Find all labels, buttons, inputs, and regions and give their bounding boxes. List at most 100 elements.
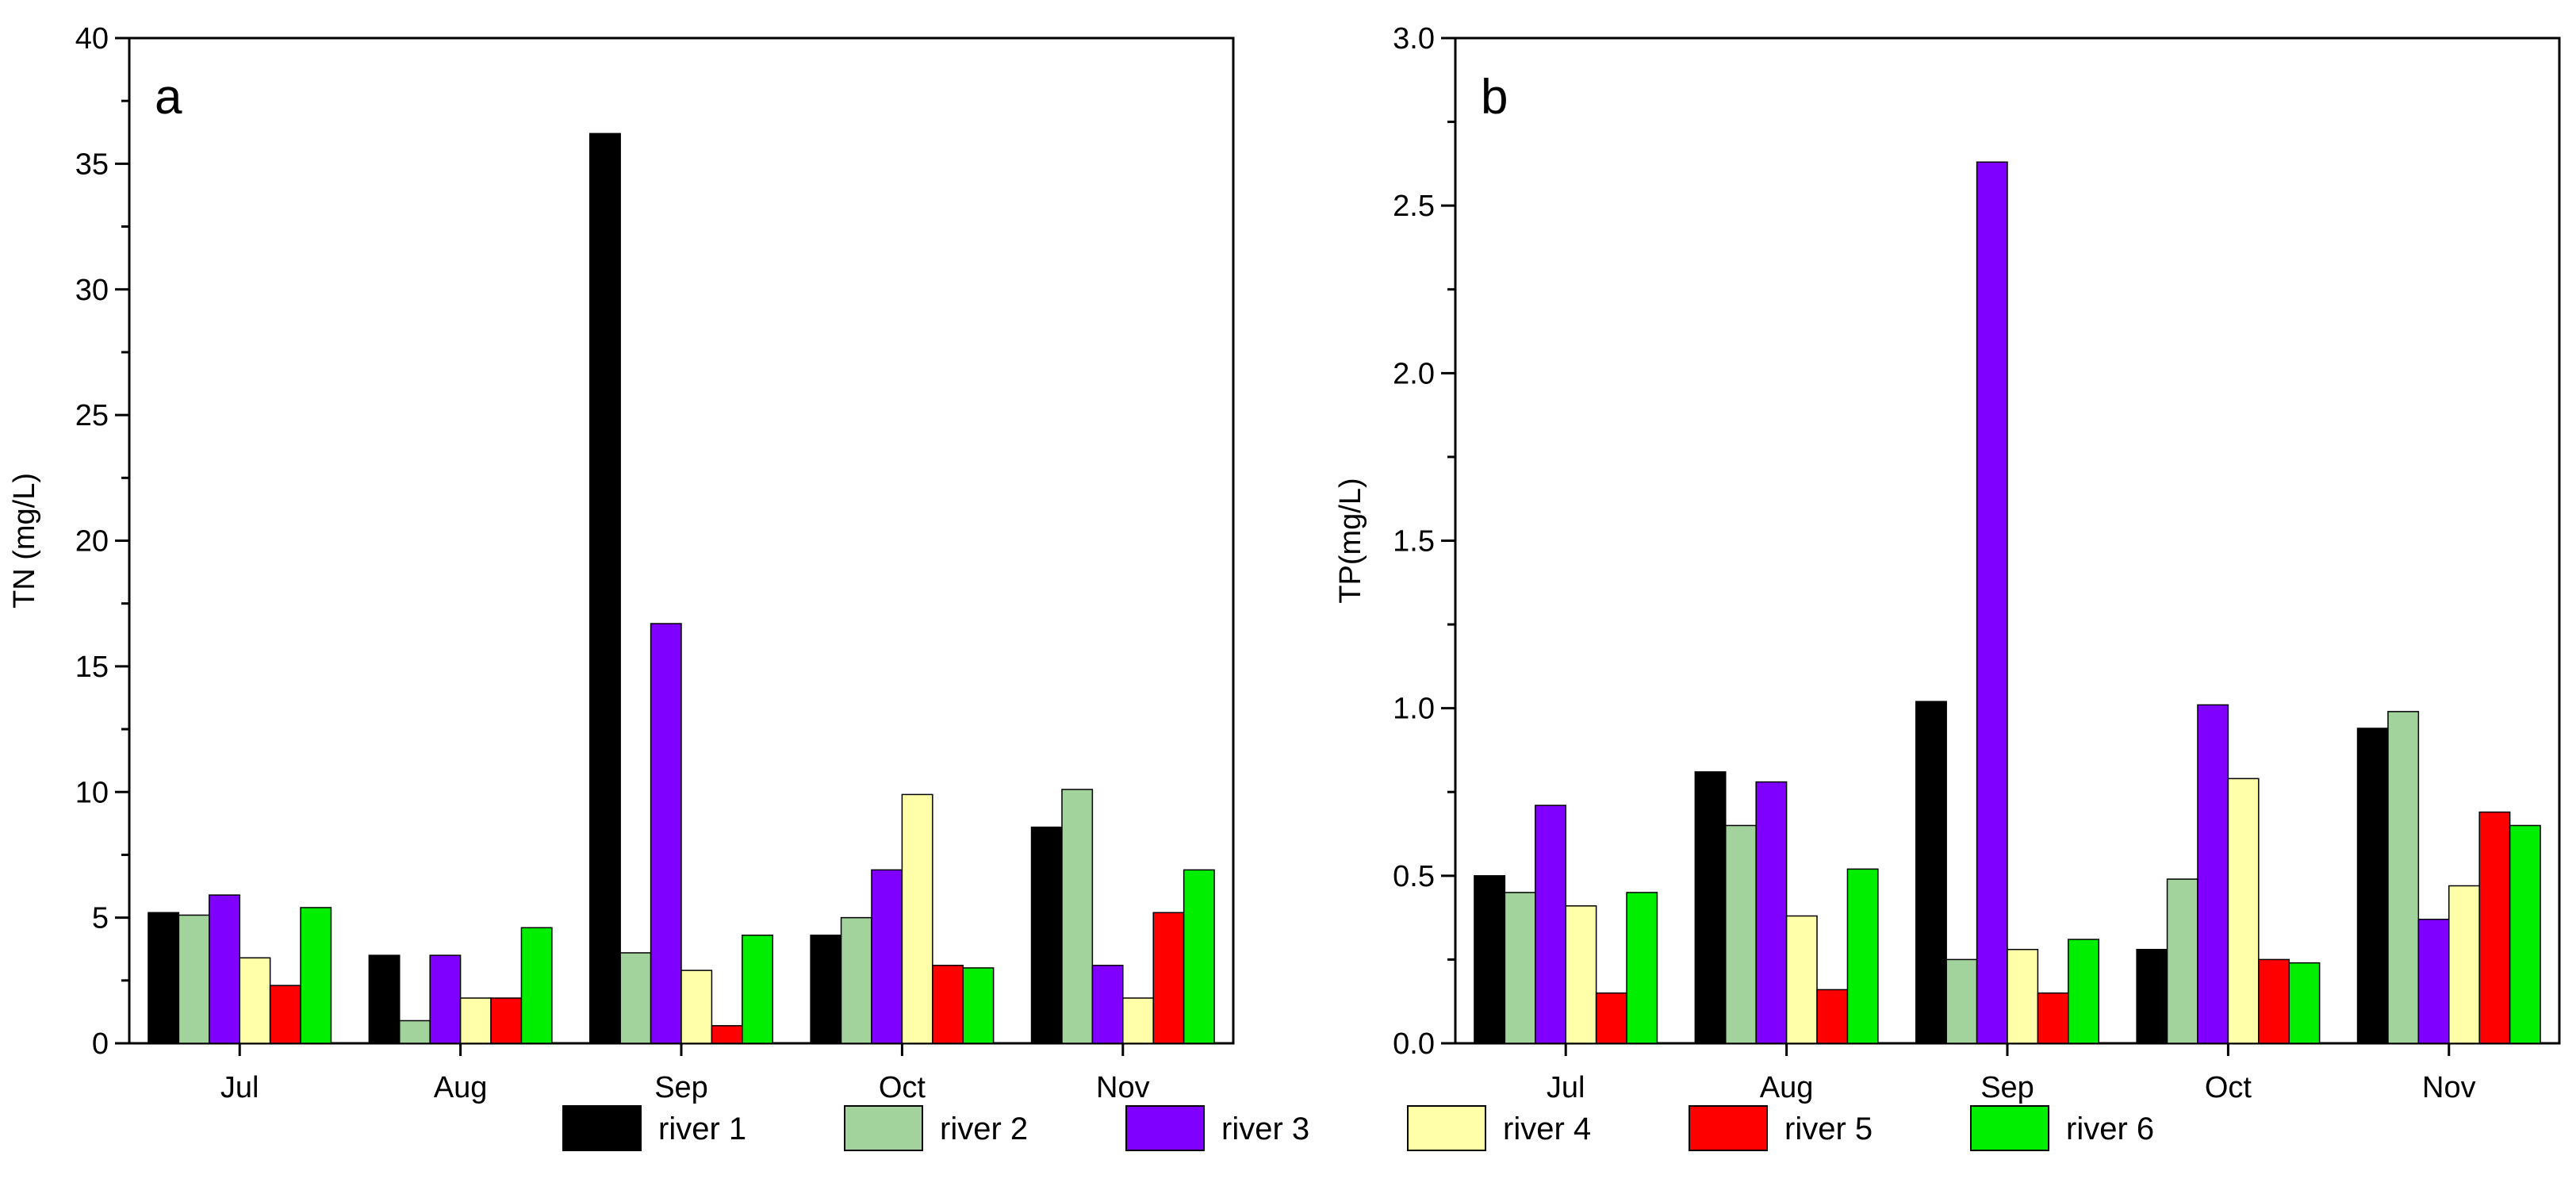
bar-river-1-jul bbox=[148, 912, 180, 1044]
legend-label-river-6: river 6 bbox=[2066, 1112, 2154, 1146]
x-tick-label: Sep bbox=[654, 1071, 708, 1104]
bar-river-2-aug bbox=[399, 1019, 431, 1044]
y-axis-title: TP(mg/L) bbox=[1334, 478, 1367, 603]
bar-river-3-nov bbox=[2417, 918, 2450, 1044]
y-tick-label: 1.0 bbox=[1393, 693, 1435, 726]
bar-river-1-sep bbox=[588, 132, 621, 1044]
bar-river-3-oct bbox=[2197, 704, 2229, 1044]
y-tick-label: 25 bbox=[75, 399, 109, 432]
bar-river-2-sep bbox=[1945, 958, 1978, 1044]
x-tick-label: Sep bbox=[1980, 1071, 2034, 1104]
bar-river-4-oct bbox=[901, 793, 933, 1044]
y-tick-label: 35 bbox=[75, 148, 109, 181]
bar-river-4-nov bbox=[1122, 997, 1154, 1044]
bar-river-6-sep bbox=[2068, 939, 2100, 1044]
bar-river-4-jul bbox=[1565, 905, 1597, 1044]
bar-river-4-nov bbox=[2448, 885, 2480, 1044]
legend: river 1 river 2 river 3 river 4 river 5 river… bbox=[562, 1105, 2154, 1151]
bar-river-6-oct bbox=[2288, 962, 2321, 1044]
panel-label: b bbox=[1481, 70, 1508, 125]
legend-swatch-river-6 bbox=[1970, 1105, 2049, 1151]
bar-river-1-sep bbox=[1915, 701, 1947, 1044]
panel-a-tn-chart: 0 5 10 15 20 25 30 35 40 TN (mg/L) a Jul Aug Sep Oct No… bbox=[8, 22, 1235, 1104]
y-tick-label: 40 bbox=[75, 22, 109, 56]
bar-river-3-jul bbox=[1535, 804, 1566, 1044]
y-tick-label: 15 bbox=[75, 651, 109, 684]
bar-river-6-jul bbox=[300, 907, 332, 1044]
bar-river-1-aug bbox=[1694, 771, 1727, 1044]
panel-b-tp-chart: 0.0 0.5 1.0 1.5 2.0 2.5 3.0 TP(mg/L) b Jul Aug Sep O… bbox=[1334, 22, 2561, 1104]
bar-river-4-aug bbox=[459, 997, 492, 1044]
bar-river-5-nov bbox=[2478, 811, 2511, 1044]
legend-swatch-river-4 bbox=[1407, 1105, 1486, 1151]
bar-river-1-nov bbox=[2356, 728, 2389, 1044]
legend-label-river-1: river 1 bbox=[658, 1112, 746, 1146]
bar-river-5-aug bbox=[490, 997, 523, 1044]
bar-river-1-nov bbox=[1030, 826, 1063, 1044]
y-tick-label: 10 bbox=[75, 776, 109, 809]
bar-river-6-oct bbox=[962, 967, 995, 1044]
bar-river-4-aug bbox=[1785, 915, 1818, 1044]
bar-river-2-sep bbox=[619, 952, 652, 1044]
legend-swatch-river-5 bbox=[1689, 1105, 1768, 1151]
legend-swatch-river-2 bbox=[844, 1105, 923, 1151]
bar-river-2-nov bbox=[2387, 711, 2420, 1044]
y-axis-title: TN (mg/L) bbox=[8, 473, 41, 609]
bar-river-5-jul bbox=[1595, 992, 1627, 1044]
bar-river-3-nov bbox=[1091, 965, 1124, 1044]
bar-river-6-sep bbox=[742, 935, 774, 1044]
y-tick-label: 0.5 bbox=[1393, 860, 1435, 893]
bar-river-2-oct bbox=[840, 916, 872, 1044]
x-tick-label: Aug bbox=[1760, 1071, 1814, 1104]
bar-river-2-jul bbox=[178, 914, 210, 1044]
bar-river-5-oct bbox=[2258, 958, 2290, 1044]
y-tick-label: 30 bbox=[75, 274, 109, 307]
legend-label-river-5: river 5 bbox=[1784, 1112, 1873, 1146]
bar-river-5-sep bbox=[711, 1025, 743, 1044]
bar-river-1-oct bbox=[810, 935, 842, 1044]
bar-river-1-aug bbox=[368, 954, 401, 1044]
y-tick-label: 20 bbox=[75, 525, 109, 559]
x-tick-label: Oct bbox=[879, 1071, 926, 1104]
bar-river-4-oct bbox=[2227, 778, 2260, 1044]
bar-river-1-jul bbox=[1474, 875, 1506, 1044]
bar-river-2-jul bbox=[1504, 892, 1536, 1044]
y-tick-label: 0 bbox=[92, 1027, 109, 1061]
bar-river-5-oct bbox=[932, 965, 964, 1044]
bar-river-2-oct bbox=[2166, 878, 2198, 1044]
bar-river-2-nov bbox=[1061, 789, 1094, 1044]
bar-river-6-aug bbox=[1846, 868, 1879, 1044]
bar-river-6-nov bbox=[2509, 824, 2541, 1044]
x-tick-label: Jul bbox=[1547, 1071, 1585, 1104]
bar-river-3-oct bbox=[871, 869, 903, 1044]
y-tick-label: 0.0 bbox=[1393, 1027, 1435, 1061]
x-tick-label: Aug bbox=[434, 1071, 488, 1104]
x-tick-label: Nov bbox=[2422, 1071, 2476, 1104]
y-tick-label: 5 bbox=[92, 902, 109, 935]
x-tick-label: Oct bbox=[2205, 1071, 2252, 1104]
x-tick-label: Jul bbox=[220, 1071, 259, 1104]
bar-river-6-nov bbox=[1183, 869, 1215, 1044]
legend-label-river-3: river 3 bbox=[1221, 1112, 1309, 1146]
bar-river-5-nov bbox=[1152, 912, 1185, 1044]
legend-label-river-2: river 2 bbox=[940, 1112, 1028, 1146]
bar-river-5-aug bbox=[1816, 989, 1849, 1044]
y-tick-label: 3.0 bbox=[1393, 22, 1435, 56]
x-tick-label: Nov bbox=[1096, 1071, 1150, 1104]
y-tick-label: 2.0 bbox=[1393, 357, 1435, 390]
bar-river-5-sep bbox=[2037, 992, 2069, 1044]
legend-label-river-4: river 4 bbox=[1503, 1112, 1591, 1146]
bar-river-1-oct bbox=[2136, 948, 2168, 1044]
bar-river-3-aug bbox=[1755, 781, 1788, 1044]
bar-river-3-sep bbox=[650, 623, 682, 1044]
bar-river-4-sep bbox=[2007, 948, 2039, 1044]
bar-river-4-sep bbox=[680, 970, 713, 1044]
bar-river-4-jul bbox=[239, 957, 271, 1044]
bar-river-6-aug bbox=[520, 927, 553, 1044]
bar-river-3-jul bbox=[209, 894, 240, 1044]
bar-river-3-sep bbox=[1976, 161, 2008, 1044]
bar-river-6-jul bbox=[1626, 892, 1658, 1044]
legend-swatch-river-1 bbox=[562, 1105, 642, 1151]
bar-river-3-aug bbox=[429, 954, 462, 1044]
